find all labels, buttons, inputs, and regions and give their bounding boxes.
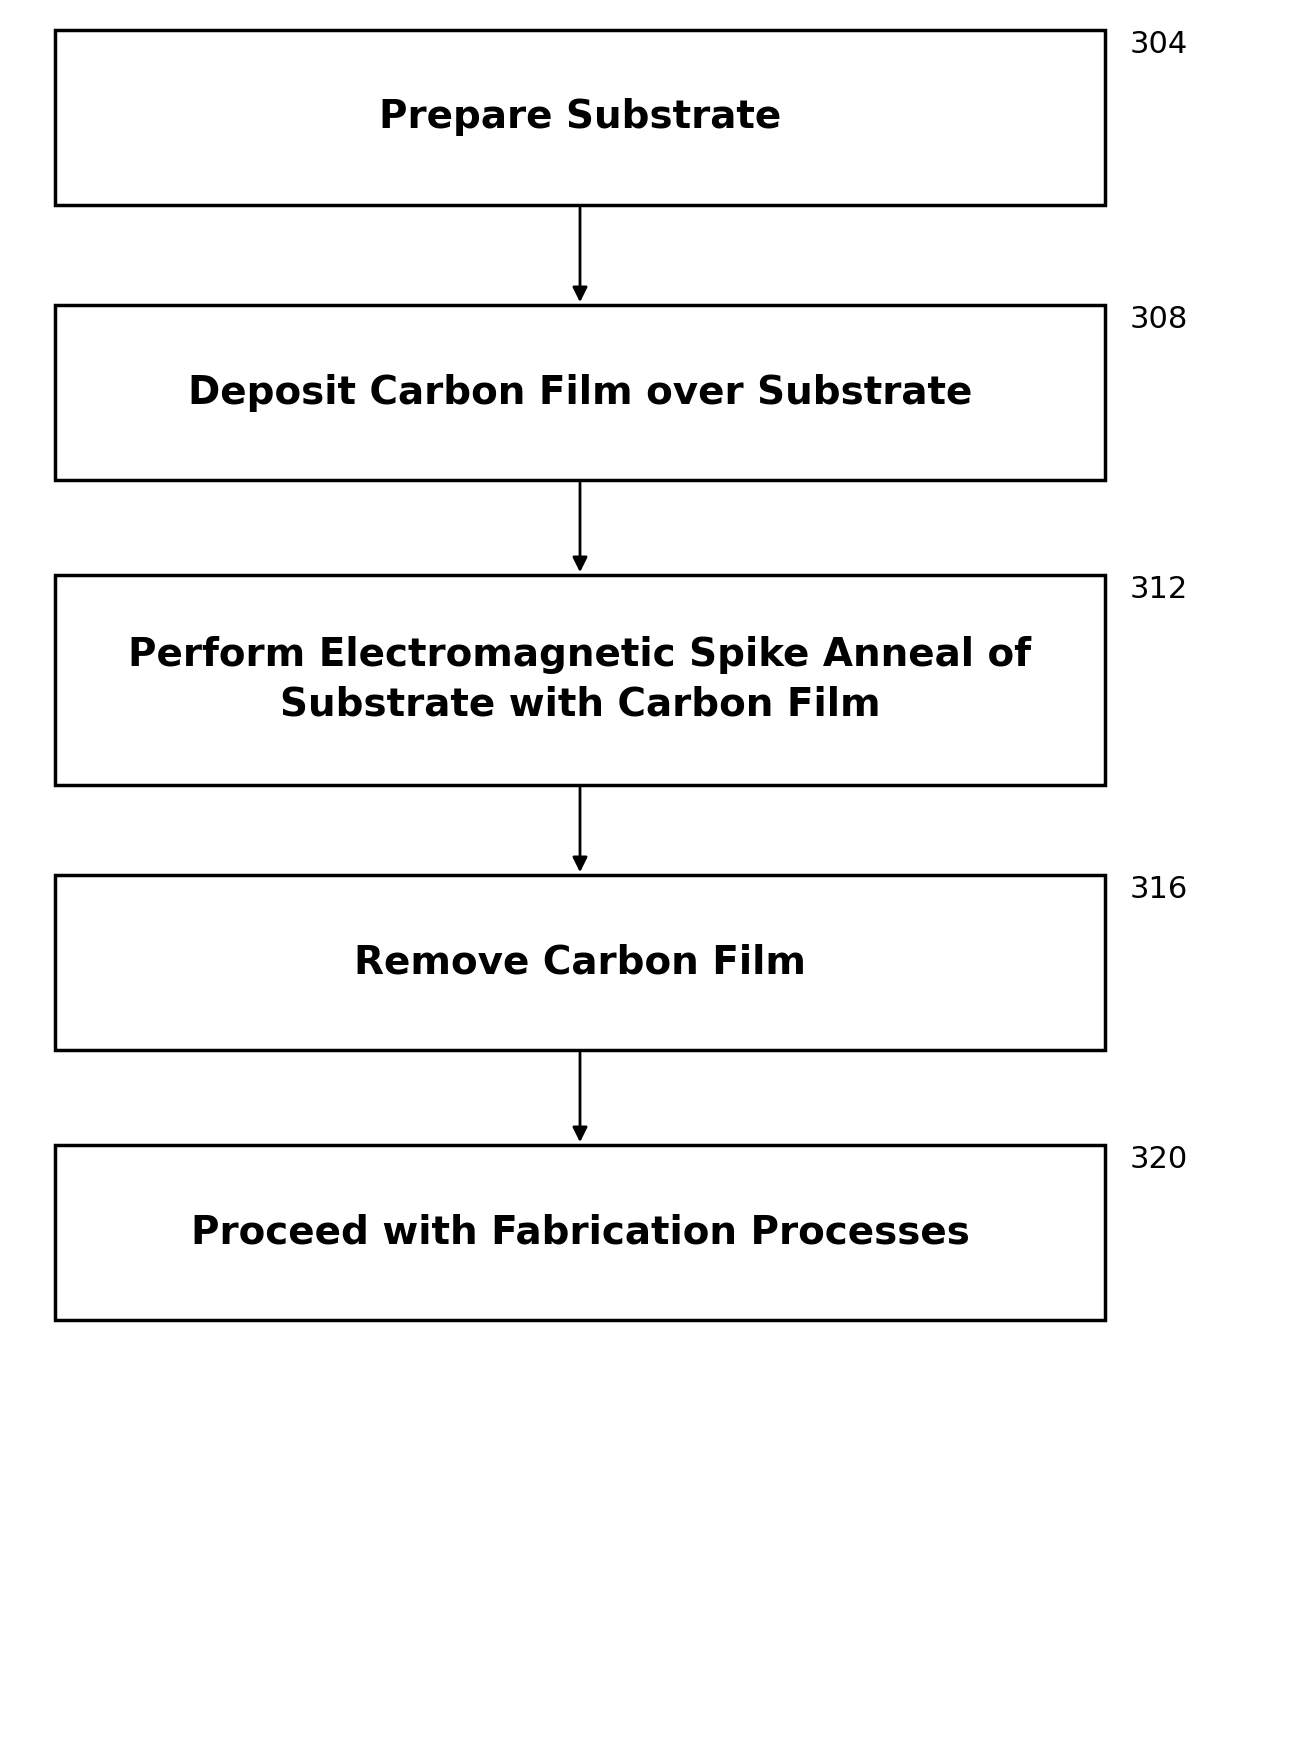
- Text: Perform Electromagnetic Spike Anneal of
Substrate with Carbon Film: Perform Electromagnetic Spike Anneal of …: [129, 636, 1031, 725]
- Bar: [55, 305, 1105, 480]
- Bar: [55, 1144, 1105, 1320]
- Text: Prepare Substrate: Prepare Substrate: [379, 99, 781, 136]
- Bar: [55, 874, 1105, 1051]
- Text: Deposit Carbon Film over Substrate: Deposit Carbon Film over Substrate: [187, 374, 973, 411]
- Text: 320: 320: [1130, 1144, 1189, 1174]
- Text: 304: 304: [1130, 30, 1189, 58]
- Text: Proceed with Fabrication Processes: Proceed with Fabrication Processes: [190, 1213, 970, 1252]
- Text: 312: 312: [1130, 575, 1189, 605]
- Bar: [55, 575, 1105, 785]
- Text: 316: 316: [1130, 874, 1189, 904]
- Text: Remove Carbon Film: Remove Carbon Film: [354, 943, 806, 982]
- Bar: [55, 30, 1105, 205]
- Text: 308: 308: [1130, 305, 1189, 333]
